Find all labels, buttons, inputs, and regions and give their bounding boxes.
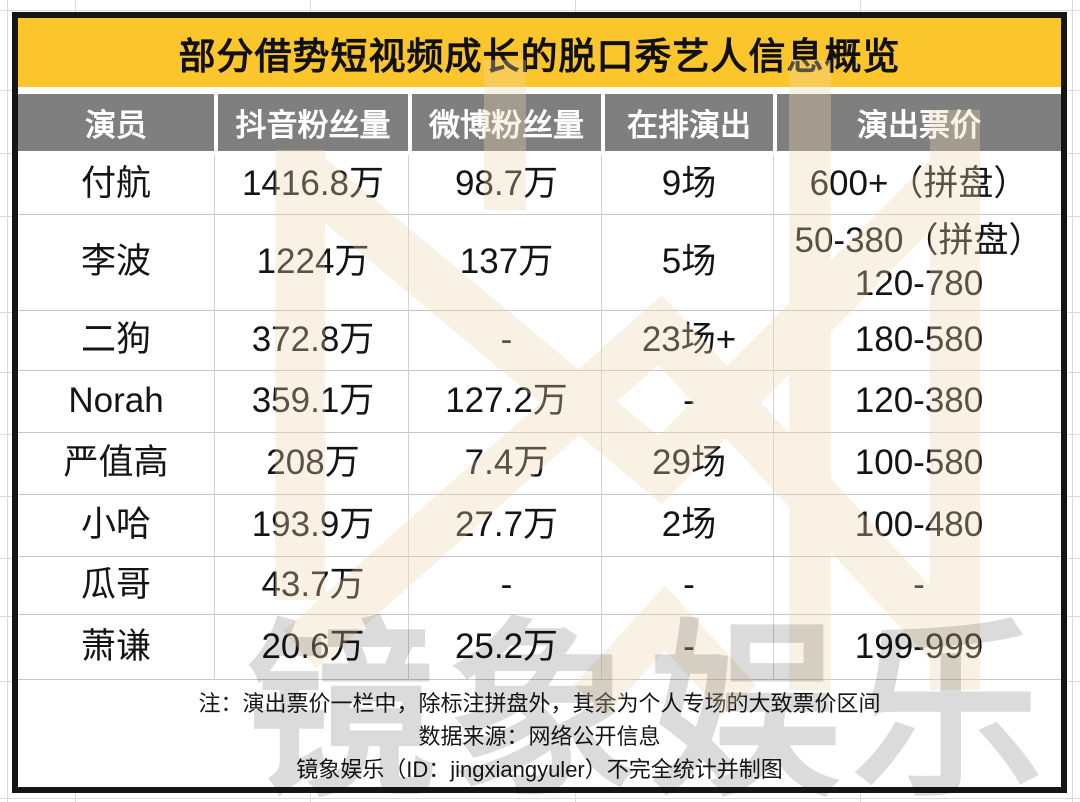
shows-count-cell: 29场 — [652, 443, 726, 483]
table-body: 付航 1416.8万 98.7万 9场 600+（拼盘） 李波 1224万 13… — [18, 155, 1061, 680]
table-row: 李波 1224万 137万 5场 50-380（拼盘） 120-780 — [18, 215, 1061, 311]
sheet-gridline — [0, 798, 1080, 799]
header-cell-weibo-fans: 微博粉丝量 — [412, 94, 601, 151]
douyin-fans-cell: 43.7万 — [261, 565, 365, 605]
title-bar: 部分借势短视频成长的脱口秀艺人信息概览 — [18, 18, 1061, 87]
shows-count-cell: 23场+ — [641, 320, 737, 360]
ticket-price-cell: 100-580 — [854, 443, 984, 483]
note-credit: 镜象娱乐（ID：jingxiangyuler）不完全统计并制图 — [296, 757, 783, 782]
weibo-fans-cell: 127.2万 — [445, 381, 568, 421]
ticket-price-cell: 600+（拼盘） — [809, 164, 1029, 204]
douyin-fans-cell: 359.1万 — [251, 381, 375, 421]
column-separator — [408, 155, 409, 680]
shows-count-cell: - — [683, 626, 695, 666]
column-separator — [214, 155, 215, 680]
actor-name-cell: 严值高 — [63, 443, 169, 483]
actor-name-cell: 小哈 — [80, 505, 151, 545]
weibo-fans-cell: 25.2万 — [454, 626, 559, 666]
douyin-fans-cell: 372.8万 — [251, 320, 375, 360]
douyin-fans-cell: 1224万 — [256, 242, 370, 282]
actor-name-cell: 萧谦 — [80, 626, 151, 666]
table-row: 小哈 193.9万 27.7万 2场 100-480 — [18, 495, 1061, 557]
table-header-row: 演员 抖音粉丝量 微博粉丝量 在排演出 演出票价 — [18, 94, 1061, 151]
weibo-fans-cell: - — [500, 565, 513, 605]
shows-count-cell: 5场 — [661, 242, 717, 282]
footer-notes: 注：演出票价一栏中，除标注拼盘外，其余为个人专场的大致票价区间 数据来源：网络公… — [18, 680, 1061, 786]
shows-count-cell: - — [683, 381, 695, 421]
table-row: 萧谦 20.6万 25.2万 - 199-999 — [18, 615, 1061, 680]
header-cell-shows: 在排演出 — [605, 94, 773, 151]
shows-count-cell: 2场 — [661, 505, 717, 545]
ticket-price-cell: 120-380 — [854, 381, 984, 421]
ticket-price-cell: 50-380（拼盘） 120-780 — [777, 215, 1061, 310]
ticket-price-cell: 180-580 — [854, 320, 984, 360]
header-cell-actor: 演员 — [18, 94, 214, 151]
ticket-price-cell: - — [913, 565, 925, 605]
price-line-2: 120-780 — [854, 263, 984, 303]
weibo-fans-cell: - — [500, 320, 513, 360]
table-row: Norah 359.1万 127.2万 - 120-380 — [18, 371, 1061, 433]
note-data-source: 数据来源：网络公开信息 — [418, 724, 661, 749]
table-row: 瓜哥 43.7万 - - - — [18, 557, 1061, 615]
note-price-explanation: 注：演出票价一栏中，除标注拼盘外，其余为个人专场的大致票价区间 — [198, 691, 881, 716]
header-cell-douyin-fans: 抖音粉丝量 — [218, 94, 408, 151]
actor-name-cell: 付航 — [80, 164, 151, 204]
actor-name-cell: Norah — [68, 381, 164, 421]
weibo-fans-cell: 27.7万 — [454, 505, 559, 545]
douyin-fans-cell: 208万 — [266, 443, 360, 483]
actor-name-cell: 瓜哥 — [80, 565, 151, 605]
weibo-fans-cell: 137万 — [459, 242, 554, 282]
sheet-gridline — [7, 0, 8, 802]
weibo-fans-cell: 7.4万 — [464, 443, 549, 483]
douyin-fans-cell: 1416.8万 — [241, 164, 385, 204]
shows-count-cell: 9场 — [661, 164, 717, 204]
ticket-price-cell: 100-480 — [854, 505, 984, 545]
page-title: 部分借势短视频成长的脱口秀艺人信息概览 — [178, 35, 901, 77]
column-separator — [773, 155, 774, 680]
douyin-fans-cell: 20.6万 — [261, 626, 365, 666]
table-row: 付航 1416.8万 98.7万 9场 600+（拼盘） — [18, 155, 1061, 215]
sheet-gridline — [1072, 0, 1073, 802]
table-row: 严值高 208万 7.4万 29场 100-580 — [18, 433, 1061, 495]
column-separator — [601, 155, 602, 680]
weibo-fans-cell: 98.7万 — [454, 164, 559, 204]
douyin-fans-cell: 193.9万 — [251, 505, 375, 545]
table-row: 二狗 372.8万 - 23场+ 180-580 — [18, 311, 1061, 371]
shows-count-cell: - — [683, 565, 695, 605]
header-cell-ticket-price: 演出票价 — [777, 94, 1061, 151]
sheet-gridline — [0, 10, 1080, 11]
actor-name-cell: 李波 — [80, 242, 151, 282]
actor-name-cell: 二狗 — [80, 320, 151, 360]
price-line-1: 50-380（拼盘） — [794, 220, 1044, 260]
infographic-frame: 部分借势短视频成长的脱口秀艺人信息概览 演员 抖音粉丝量 微博粉丝量 在排演出 … — [12, 12, 1067, 793]
ticket-price-cell: 199-999 — [854, 626, 984, 666]
